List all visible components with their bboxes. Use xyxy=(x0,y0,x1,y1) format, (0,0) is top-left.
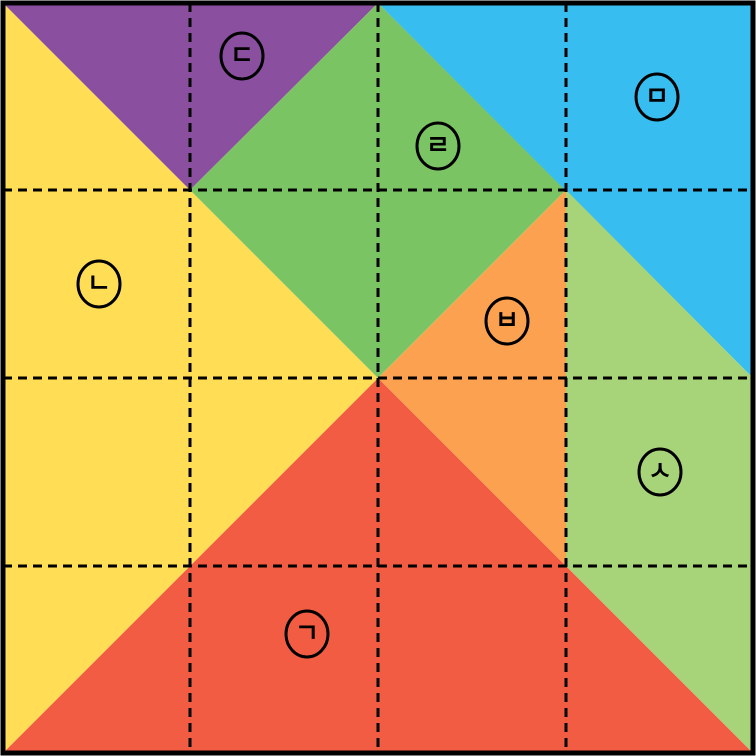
label-nieun-circle xyxy=(76,259,122,309)
label-siot-circle xyxy=(637,447,683,497)
label-digeut-circle xyxy=(219,31,265,81)
piece-siot xyxy=(566,190,753,753)
label-mieum-circle xyxy=(634,72,680,122)
label-giyeok-circle xyxy=(284,609,330,659)
label-mieum: ㅁ xyxy=(634,72,680,122)
grid-lines xyxy=(3,3,753,753)
label-rieul-text: ㄹ xyxy=(426,131,450,161)
label-rieul-circle xyxy=(415,121,461,171)
label-nieun-text: ㄴ xyxy=(87,269,111,299)
label-giyeok-text: ㄱ xyxy=(295,619,319,649)
label-rieul: ㄹ xyxy=(415,121,461,171)
label-mieum-text: ㅁ xyxy=(645,82,669,112)
label-siot-text: ㅅ xyxy=(648,457,672,487)
label-bieup-text: ㅂ xyxy=(495,306,519,336)
label-nieun: ㄴ xyxy=(76,259,122,309)
label-digeut-text: ㄷ xyxy=(230,41,254,71)
label-bieup-circle xyxy=(484,296,530,346)
label-digeut: ㄷ xyxy=(219,31,265,81)
label-giyeok: ㄱ xyxy=(284,609,330,659)
label-siot: ㅅ xyxy=(637,447,683,497)
label-bieup: ㅂ xyxy=(484,296,530,346)
